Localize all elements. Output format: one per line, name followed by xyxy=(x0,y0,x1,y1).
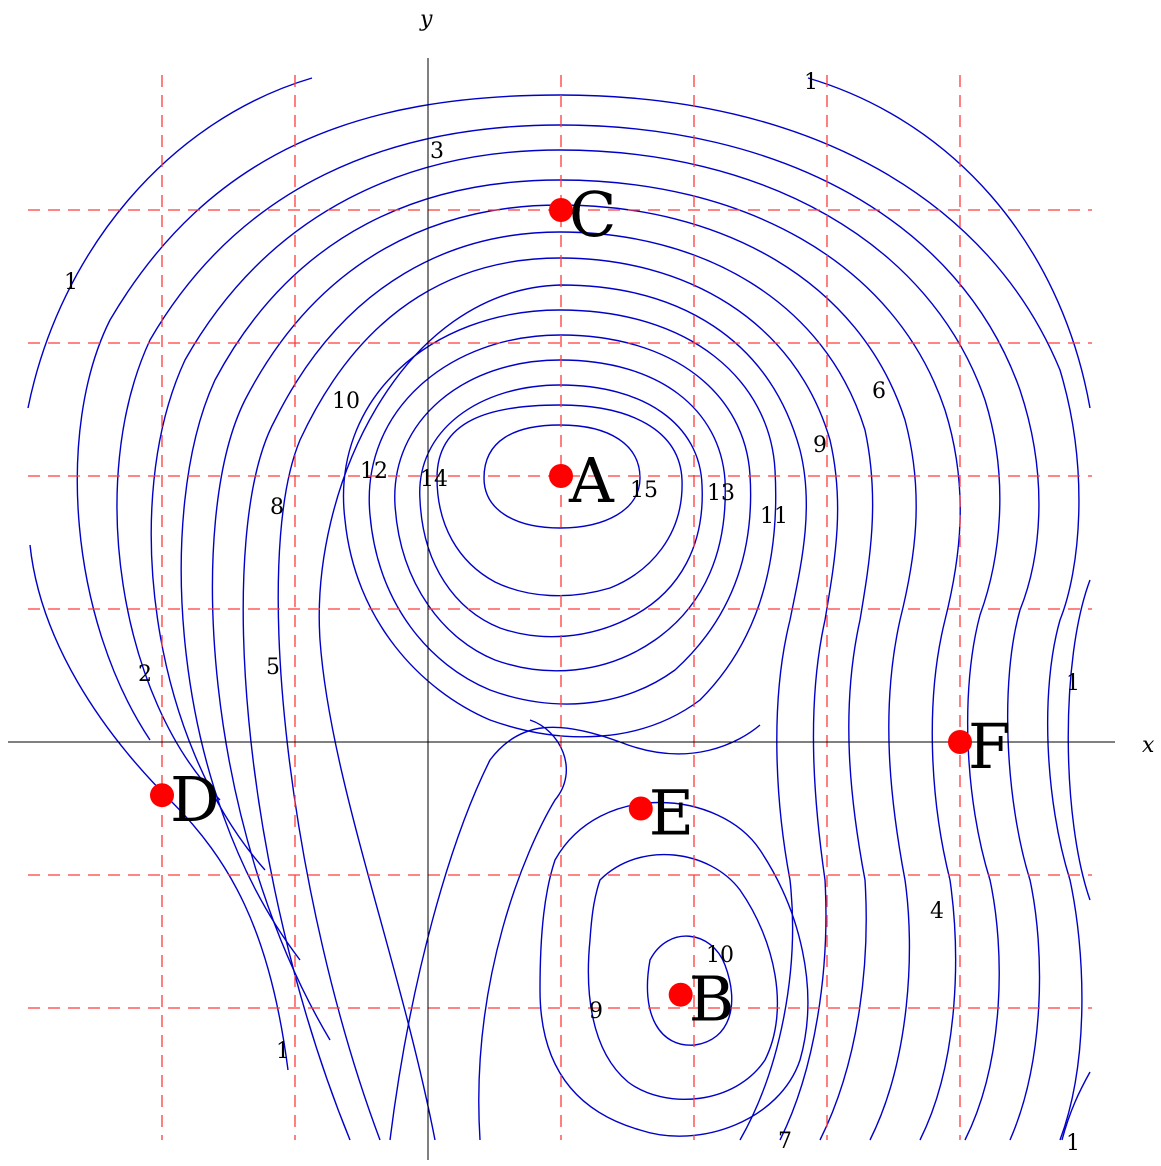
point-label-d: D xyxy=(170,763,220,836)
contour-line xyxy=(646,935,733,1046)
contour-label: 9 xyxy=(813,433,827,458)
contour-line xyxy=(419,384,703,638)
point-d xyxy=(150,783,174,808)
point-label-a: A xyxy=(568,444,615,517)
contour-lines xyxy=(27,77,1091,1141)
contour-line xyxy=(342,309,777,738)
contour-label: 14 xyxy=(420,467,448,492)
y-axis-label: y xyxy=(419,7,433,32)
contour-line xyxy=(116,124,1041,1141)
contour-line xyxy=(368,334,752,705)
contour-label: 6 xyxy=(872,379,886,404)
grid-lines xyxy=(28,75,1092,1140)
point-label-c: C xyxy=(569,178,616,251)
contour-line xyxy=(807,77,1091,409)
contour-line xyxy=(394,359,726,672)
contour-label: 5 xyxy=(266,655,280,680)
contour-line xyxy=(277,257,839,1141)
contour-label: 15 xyxy=(630,478,658,503)
contour-line xyxy=(318,284,808,1141)
contour-label: 12 xyxy=(360,459,388,484)
contour-line xyxy=(76,94,1083,1141)
point-label-e: E xyxy=(649,777,694,850)
contour-line xyxy=(242,231,874,1141)
contour-line xyxy=(483,424,641,529)
contour-line xyxy=(29,544,289,1071)
contour-label: 7 xyxy=(778,1129,792,1154)
point-f xyxy=(948,730,972,754)
contour-label: 2 xyxy=(138,662,152,687)
contour-line xyxy=(436,404,683,597)
contour-line xyxy=(150,149,1001,1141)
contour-label: 1 xyxy=(804,70,818,95)
contour-label: 9 xyxy=(589,999,603,1024)
contour-label: 3 xyxy=(430,139,444,164)
contour-line xyxy=(1067,579,1091,901)
contour-label: 10 xyxy=(332,389,360,414)
contour-label: 1 xyxy=(276,1039,290,1064)
contour-label: 1 xyxy=(1066,671,1080,696)
point-a xyxy=(549,464,573,488)
contour-line xyxy=(211,204,917,1141)
contour-line xyxy=(180,179,961,1141)
point-c xyxy=(549,198,573,222)
x-axis-label: x xyxy=(1142,733,1155,758)
point-label-b: B xyxy=(689,963,735,1036)
contour-label: 8 xyxy=(270,495,284,520)
contour-line xyxy=(587,853,779,1100)
contour-label: 13 xyxy=(707,481,735,506)
contour-line xyxy=(1061,1071,1091,1141)
point-b xyxy=(668,982,693,1007)
point-e xyxy=(628,796,653,821)
contour-label: 10 xyxy=(706,943,734,968)
point-label-f: F xyxy=(968,710,1011,783)
contour-label: 1 xyxy=(1066,1131,1080,1156)
contour-line xyxy=(539,801,809,1137)
points: A B C D E F xyxy=(150,178,1011,1036)
contour-line xyxy=(27,77,313,409)
contour-label: 4 xyxy=(930,899,944,924)
contour-labels: 1 1 1 1 1 2 3 4 5 6 7 8 9 9 10 10 11 12 … xyxy=(64,70,1080,1156)
contour-line xyxy=(478,719,567,1141)
contour-label: 11 xyxy=(760,504,788,529)
contour-label: 1 xyxy=(64,270,78,295)
contour-line xyxy=(389,724,761,1141)
axes: x y xyxy=(8,7,1155,1160)
